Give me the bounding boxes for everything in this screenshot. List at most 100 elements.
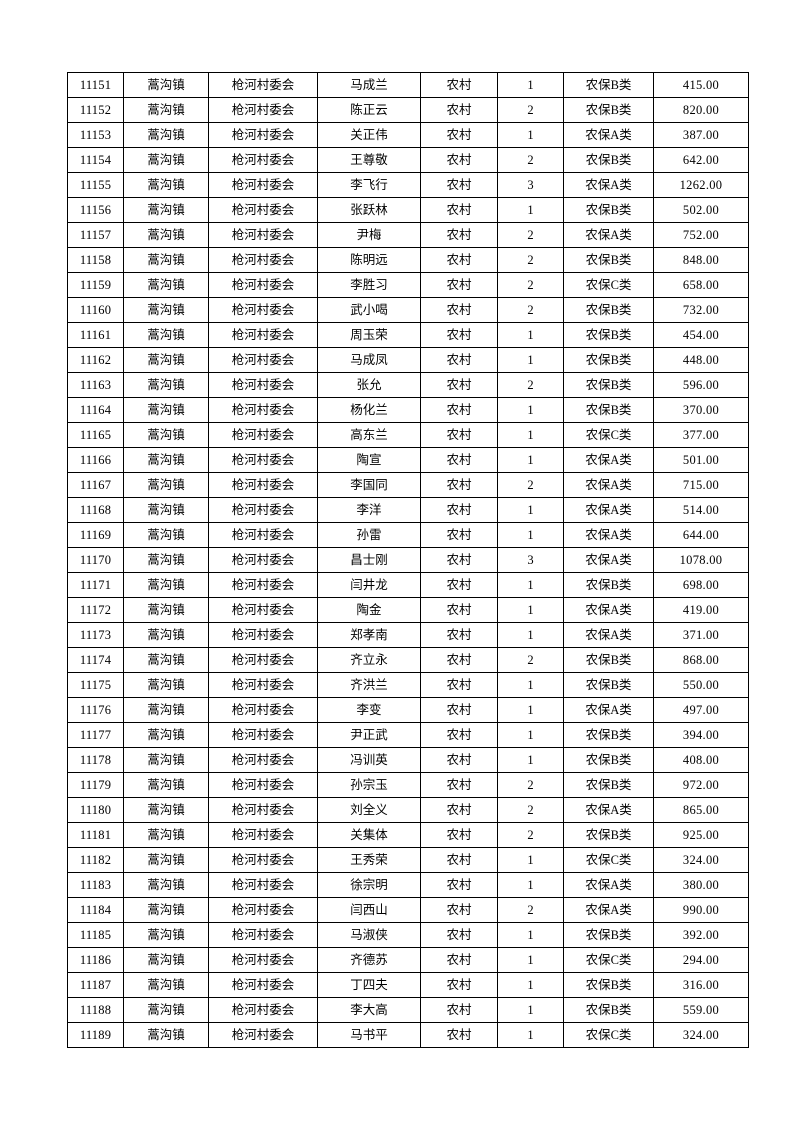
cell-town: 蒿沟镇 [123,822,209,848]
cell-id: 11157 [67,222,124,248]
cell-household_type: 农村 [420,697,498,723]
cell-id: 11187 [67,972,124,998]
cell-amount: 698.00 [653,572,749,598]
cell-people: 2 [497,247,564,273]
cell-village: 枪河村委会 [208,297,318,323]
roster-table-container: 11151 蒿沟镇 枪河村委会 马成兰 农村 1 农保B类 415.00 11152 蒿沟镇 枪河村… [67,72,749,1048]
cell-id: 11185 [67,922,124,948]
table-row: 11156 蒿沟镇 枪河村委会 张跃林 农村 1 农保B类 502.00 [67,197,749,223]
cell-name: 陶金 [317,597,421,623]
cell-village: 枪河村委会 [208,972,318,998]
table-row: 11184 蒿沟镇 枪河村委会 闫西山 农村 2 农保A类 990.00 [67,897,749,923]
cell-name: 昌士刚 [317,547,421,573]
table-row: 11164 蒿沟镇 枪河村委会 杨化兰 农村 1 农保B类 370.00 [67,397,749,423]
cell-category: 农保C类 [563,272,654,298]
cell-village: 枪河村委会 [208,497,318,523]
cell-town: 蒿沟镇 [123,422,209,448]
cell-name: 齐洪兰 [317,672,421,698]
cell-people: 1 [497,697,564,723]
cell-household_type: 农村 [420,647,498,673]
cell-name: 孙雷 [317,522,421,548]
cell-name: 李变 [317,697,421,723]
cell-name: 郑孝南 [317,622,421,648]
cell-name: 关正伟 [317,122,421,148]
cell-name: 关集体 [317,822,421,848]
cell-people: 2 [497,297,564,323]
cell-town: 蒿沟镇 [123,522,209,548]
table-row: 11173 蒿沟镇 枪河村委会 郑孝南 农村 1 农保A类 371.00 [67,622,749,648]
cell-town: 蒿沟镇 [123,572,209,598]
cell-amount: 644.00 [653,522,749,548]
cell-amount: 868.00 [653,647,749,673]
cell-village: 枪河村委会 [208,472,318,498]
cell-amount: 394.00 [653,722,749,748]
table-row: 11151 蒿沟镇 枪河村委会 马成兰 农村 1 农保B类 415.00 [67,72,749,98]
cell-amount: 454.00 [653,322,749,348]
cell-town: 蒿沟镇 [123,72,209,98]
cell-name: 丁四夫 [317,972,421,998]
cell-category: 农保B类 [563,397,654,423]
cell-id: 11183 [67,872,124,898]
table-row: 11155 蒿沟镇 枪河村委会 李飞行 农村 3 农保A类 1262.00 [67,172,749,198]
cell-category: 农保C类 [563,1022,654,1048]
cell-village: 枪河村委会 [208,897,318,923]
cell-category: 农保A类 [563,122,654,148]
table-row: 11170 蒿沟镇 枪河村委会 昌士刚 农村 3 农保A类 1078.00 [67,547,749,573]
cell-people: 3 [497,547,564,573]
cell-household_type: 农村 [420,772,498,798]
table-row: 11168 蒿沟镇 枪河村委会 李洋 农村 1 农保A类 514.00 [67,497,749,523]
cell-village: 枪河村委会 [208,147,318,173]
cell-town: 蒿沟镇 [123,397,209,423]
cell-household_type: 农村 [420,497,498,523]
cell-id: 11161 [67,322,124,348]
cell-people: 2 [497,647,564,673]
cell-town: 蒿沟镇 [123,97,209,123]
cell-people: 2 [497,222,564,248]
cell-name: 李国同 [317,472,421,498]
cell-town: 蒿沟镇 [123,547,209,573]
cell-id: 11178 [67,747,124,773]
cell-household_type: 农村 [420,972,498,998]
cell-category: 农保C类 [563,847,654,873]
cell-category: 农保B类 [563,972,654,998]
cell-category: 农保B类 [563,322,654,348]
cell-category: 农保A类 [563,522,654,548]
table-row: 11181 蒿沟镇 枪河村委会 关集体 农村 2 农保B类 925.00 [67,822,749,848]
cell-household_type: 农村 [420,747,498,773]
cell-household_type: 农村 [420,547,498,573]
cell-category: 农保B类 [563,572,654,598]
cell-household_type: 农村 [420,197,498,223]
cell-id: 11164 [67,397,124,423]
cell-village: 枪河村委会 [208,72,318,98]
cell-amount: 392.00 [653,922,749,948]
cell-name: 王秀荣 [317,847,421,873]
cell-household_type: 农村 [420,397,498,423]
table-row: 11159 蒿沟镇 枪河村委会 李胜习 农村 2 农保C类 658.00 [67,272,749,298]
cell-town: 蒿沟镇 [123,622,209,648]
cell-id: 11174 [67,647,124,673]
cell-id: 11151 [67,72,124,98]
cell-household_type: 农村 [420,672,498,698]
cell-people: 2 [497,97,564,123]
cell-name: 马成凤 [317,347,421,373]
cell-village: 枪河村委会 [208,747,318,773]
cell-category: 农保B类 [563,297,654,323]
cell-village: 枪河村委会 [208,197,318,223]
cell-village: 枪河村委会 [208,272,318,298]
cell-household_type: 农村 [420,297,498,323]
cell-id: 11152 [67,97,124,123]
cell-name: 尹正武 [317,722,421,748]
cell-id: 11189 [67,1022,124,1048]
cell-household_type: 农村 [420,597,498,623]
cell-town: 蒿沟镇 [123,297,209,323]
cell-people: 1 [497,972,564,998]
cell-town: 蒿沟镇 [123,947,209,973]
cell-category: 农保B类 [563,347,654,373]
cell-household_type: 农村 [420,797,498,823]
cell-amount: 294.00 [653,947,749,973]
table-row: 11178 蒿沟镇 枪河村委会 冯训英 农村 1 农保B类 408.00 [67,747,749,773]
cell-household_type: 农村 [420,372,498,398]
cell-household_type: 农村 [420,322,498,348]
cell-village: 枪河村委会 [208,847,318,873]
cell-people: 1 [497,572,564,598]
